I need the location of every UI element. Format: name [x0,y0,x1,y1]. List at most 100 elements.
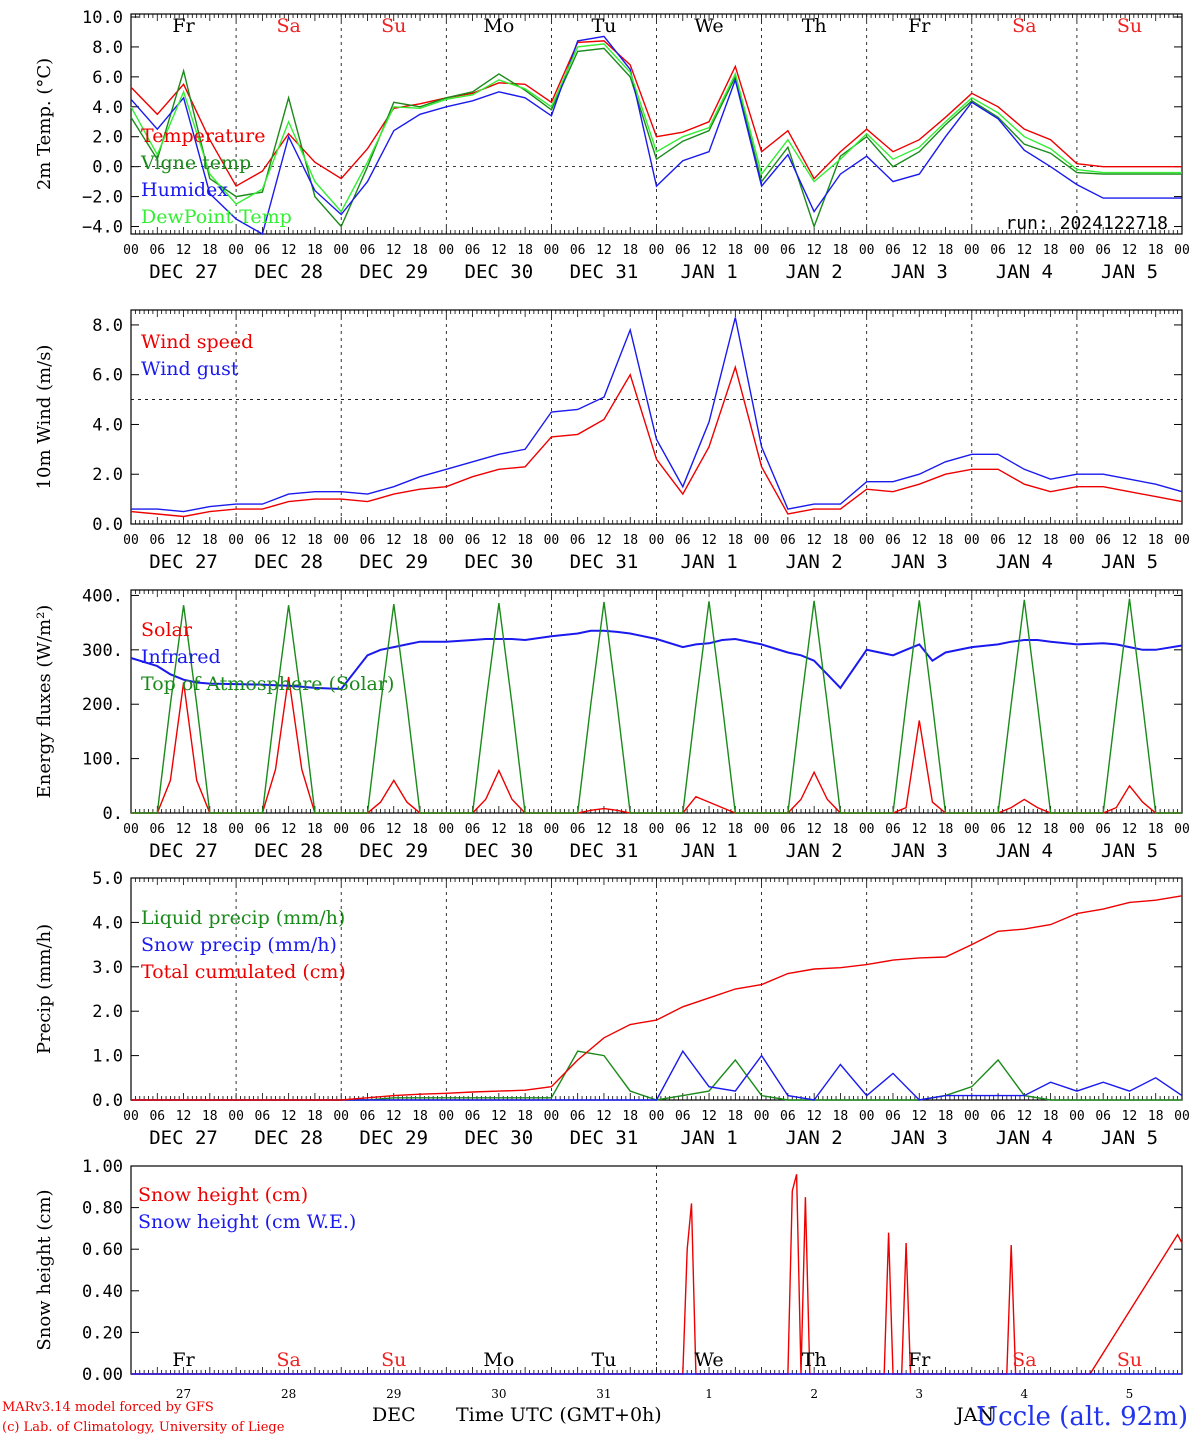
hour-tick-label: 12 [911,243,927,258]
series-line-wind-gust [131,317,1183,513]
hour-tick-label: 12 [1122,243,1138,258]
y-tick-label: 0.20 [82,1323,123,1343]
legend-entry: Liquid precip (mm/h) [141,907,345,929]
weekday-label: Mo [483,15,514,37]
y-axis-title: 10m Wind (m/s) [34,345,55,490]
date-label: DEC 31 [570,1127,639,1149]
weekday-label: Su [1117,1349,1142,1371]
date-label: JAN 4 [996,1127,1053,1149]
hour-tick-label: 00 [333,533,349,548]
hour-tick-label: 18 [833,822,849,837]
date-label: DEC 29 [359,261,428,283]
hour-tick-label: 12 [596,533,612,548]
hour-tick-label: 18 [1043,243,1059,258]
y-tick-label: 5.0 [92,869,123,889]
plot-frame-0 [130,13,1183,235]
hour-tick-label: 12 [491,1109,507,1124]
hour-tick-label: 18 [202,1109,218,1124]
weekday-label: Fr [908,1349,931,1371]
hour-tick-label: 06 [675,243,691,258]
hour-tick-label: 12 [281,822,297,837]
hour-tick-label: 00 [1174,533,1190,548]
hour-tick-label: 06 [675,533,691,548]
hour-tick-label: 00 [228,1109,244,1124]
hour-tick-label: 06 [780,533,796,548]
hour-tick-label: 18 [1148,533,1164,548]
y-tick-label: 1.0 [92,1047,123,1067]
hour-tick-label: 12 [596,243,612,258]
hour-tick-label: 00 [123,533,139,548]
hour-tick-label: 18 [412,822,428,837]
day-number: 2 [810,1387,818,1401]
date-label: DEC 30 [465,551,534,573]
y-tick-label: 3.0 [92,958,123,978]
hour-tick-label: 00 [964,243,980,258]
series-line-dewpoint-temp [130,43,1182,213]
hour-tick-label: 00 [859,243,875,258]
y-tick-label: −2.0 [82,188,123,208]
weekday-label: Su [381,15,406,37]
weekday-label: Tu [591,15,616,37]
legend-entry: Temperature [141,125,265,147]
hour-tick-label: 06 [990,533,1006,548]
hour-tick-label: 00 [544,533,560,548]
hour-tick-label: 12 [911,533,927,548]
hour-tick-label: 12 [176,1109,192,1124]
hour-tick-label: 18 [1148,822,1164,837]
hour-tick-label: 18 [833,243,849,258]
hour-tick-label: 00 [649,243,665,258]
day-number: 3 [915,1387,923,1401]
date-label: DEC 29 [359,551,428,573]
y-tick-label: 1.00 [82,1157,123,1177]
date-label: DEC 30 [465,261,534,283]
hour-tick-label: 06 [149,822,165,837]
hour-tick-label: 12 [1017,1109,1033,1124]
y-tick-label: 0.00 [82,1365,123,1385]
series-line-wind-speed [130,364,1183,518]
hour-tick-label: 12 [701,243,717,258]
hour-tick-label: 18 [1043,822,1059,837]
hour-tick-label: 18 [517,533,533,548]
hour-tick-label: 18 [938,822,954,837]
hour-tick-label: 00 [649,1109,665,1124]
date-label: JAN 3 [891,551,948,573]
hour-tick-label: 18 [202,533,218,548]
y-tick-label: 2.0 [92,1002,123,1022]
hour-tick-label: 06 [570,533,586,548]
date-label: JAN 2 [786,840,843,862]
weekday-label: Fr [908,15,931,37]
date-label: JAN 3 [891,261,948,283]
hour-tick-label: 00 [1069,822,1085,837]
legend-entry: Vigne temp [140,152,251,174]
hour-tick-label: 18 [517,1109,533,1124]
series-line-top-of-atmosphere-solar- [131,598,1182,814]
date-label: JAN 2 [786,261,843,283]
day-number: 28 [281,1387,296,1401]
date-label: JAN 5 [1101,261,1158,283]
hour-tick-label: 12 [806,533,822,548]
hour-tick-label: 12 [911,1109,927,1124]
hour-tick-label: 18 [202,243,218,258]
hour-tick-label: 06 [465,243,481,258]
day-number: 5 [1126,1387,1134,1401]
hour-tick-label: 06 [990,822,1006,837]
date-label: DEC 30 [465,840,534,862]
hour-tick-label: 00 [333,243,349,258]
hour-tick-label: 06 [885,243,901,258]
hour-tick-label: 00 [228,243,244,258]
hour-tick-label: 12 [701,822,717,837]
legend-entry: Infrared [141,646,221,668]
legend-entry: Wind gust [141,358,239,380]
hour-tick-label: 06 [465,822,481,837]
date-label: DEC 27 [149,1127,218,1149]
hour-tick-label: 12 [806,1109,822,1124]
day-number: 30 [491,1387,506,1401]
y-tick-label: 8.0 [92,316,123,336]
hour-tick-label: 06 [570,1109,586,1124]
hour-tick-label: 06 [990,1109,1006,1124]
y-tick-label: 10.0 [82,8,123,28]
y-tick-label: 4.0 [92,415,123,435]
y-tick-label: 400. [82,586,123,606]
hour-tick-label: 00 [333,1109,349,1124]
